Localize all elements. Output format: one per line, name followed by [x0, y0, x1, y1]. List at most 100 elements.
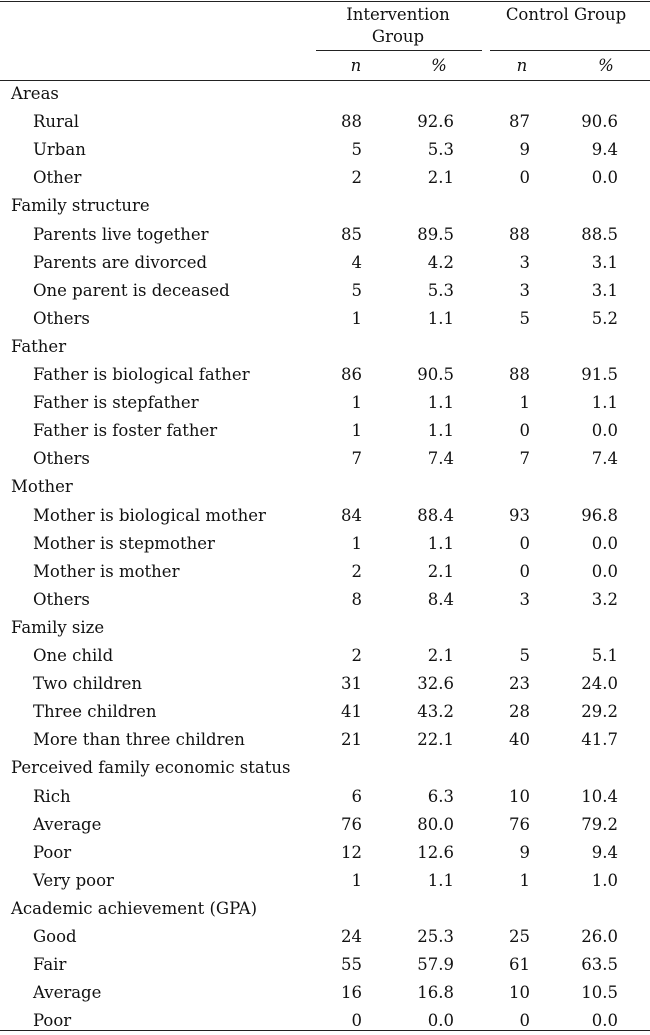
row-label: Urban: [33, 140, 86, 160]
control-pct-cell: 0.0: [591, 168, 618, 188]
table-row: Rural 88 92.6 87 90.6: [0, 108, 650, 136]
row-label: Mother is mother: [33, 561, 180, 581]
control-pct-cell: 9.4: [591, 140, 618, 160]
table-row: Good 24 25.3 25 26.0: [0, 923, 650, 951]
intervention-n-cell: 2: [351, 561, 363, 581]
control-n-cell: 1: [519, 870, 531, 890]
control-n-cell: 88: [509, 224, 530, 244]
row-label: Poor: [33, 1011, 72, 1031]
control-pct-cell: 88.5: [581, 224, 618, 244]
control-pct-cell: 41.7: [581, 730, 618, 750]
control-n-cell: 3: [519, 589, 531, 609]
control-pct-cell: 1.1: [591, 393, 618, 413]
row-label: One parent is deceased: [33, 280, 230, 300]
control-pct-cell: 7.4: [591, 449, 618, 469]
intervention-n-cell: 1: [351, 533, 363, 553]
intervention-pct-cell: 57.9: [417, 955, 454, 975]
intervention-pct-cell: 43.2: [417, 702, 454, 722]
control-n-cell: 0: [519, 561, 531, 581]
control-n-cell: 0: [519, 421, 531, 441]
intervention-n-cell: 88: [341, 112, 362, 132]
row-label: More than three children: [33, 730, 245, 750]
control-pct-cell: 5.2: [591, 308, 618, 328]
table-row: Mother is mother 2 2.1 0 0.0: [0, 558, 650, 586]
intervention-pct-cell: 88.4: [417, 505, 454, 525]
control-pct-cell: 10.4: [581, 786, 618, 806]
row-label: Three children: [33, 702, 157, 722]
table-row: Two children 31 32.6 23 24.0: [0, 670, 650, 698]
table-row: Three children 41 43.2 28 29.2: [0, 698, 650, 726]
control-group-header: Control Group: [505, 5, 627, 24]
table-row: Parents are divorced 4 4.2 3 3.1: [0, 249, 650, 277]
intervention-pct-cell: 1.1: [427, 393, 454, 413]
intervention-n-cell: 12: [341, 842, 362, 862]
control-n-cell: 0: [519, 168, 531, 188]
intervention-n-cell: 5: [351, 280, 363, 300]
intervention-n-cell: 76: [341, 814, 362, 834]
intervention-pct-cell: 90.5: [417, 365, 454, 384]
intervention-pct-cell: 5.3: [427, 140, 454, 160]
intervention-n-cell: 8: [351, 589, 363, 609]
category-row: Areas: [0, 80, 650, 108]
intervention-pct-cell: 80.0: [417, 814, 454, 834]
row-label: Fair: [33, 955, 67, 975]
table-row: Very poor 1 1.1 1 1.0: [0, 867, 650, 895]
table-row: Other 2 2.1 0 0.0: [0, 164, 650, 192]
category-label: Family structure: [11, 196, 150, 216]
intervention-n-cell: 31: [341, 674, 362, 694]
category-row: Family size: [0, 614, 650, 642]
table-row: Poor 0 0.0 0 0.0: [0, 1007, 650, 1035]
intervention-n-cell: 2: [351, 168, 363, 188]
intervention-pct-header: %: [431, 56, 447, 75]
category-row: Father: [0, 333, 650, 361]
control-n-cell: 61: [509, 955, 530, 975]
category-row: Academic achievement (GPA): [0, 895, 650, 923]
intervention-n-cell: 21: [341, 730, 362, 750]
control-n-cell: 25: [509, 927, 530, 946]
row-label: Poor: [33, 842, 72, 862]
intervention-n-cell: 1: [351, 308, 363, 328]
row-label: Other: [33, 168, 82, 188]
table-row: Father is biological father 86 90.5 88 91.5: [0, 361, 650, 389]
control-pct-header: %: [598, 56, 614, 75]
intervention-n-cell: 55: [341, 955, 362, 975]
row-label: One child: [33, 646, 114, 665]
intervention-n-cell: 24: [341, 927, 362, 946]
row-label: Average: [33, 814, 102, 834]
intervention-n-cell: 1: [351, 870, 363, 890]
intervention-pct-cell: 1.1: [427, 870, 454, 890]
control-n-cell: 76: [509, 814, 530, 834]
row-label: Father is stepfather: [33, 393, 199, 413]
control-pct-cell: 0.0: [591, 533, 618, 553]
category-label: Areas: [11, 84, 59, 103]
table-row: Urban 5 5.3 9 9.4: [0, 136, 650, 164]
bottom-rule: [0, 1030, 650, 1031]
intervention-n-cell: 1: [351, 393, 363, 413]
control-pct-cell: 29.2: [581, 702, 618, 722]
category-label: Perceived family economic status: [11, 758, 291, 778]
control-pct-cell: 96.8: [581, 505, 618, 525]
control-n-cell: 93: [509, 505, 530, 525]
control-pct-cell: 3.2: [591, 589, 618, 609]
intervention-pct-cell: 1.1: [427, 308, 454, 328]
control-n-cell: 5: [519, 308, 531, 328]
control-n-cell: 28: [509, 702, 530, 722]
control-n-cell: 40: [509, 730, 530, 750]
control-n-cell: 88: [509, 365, 530, 384]
top-rule: [0, 1, 650, 2]
table-row: One child 2 2.1 5 5.1: [0, 642, 650, 670]
row-label: Others: [33, 449, 90, 469]
table-row: Fair 55 57.9 61 63.5: [0, 951, 650, 979]
table-row: Others 7 7.4 7 7.4: [0, 445, 650, 473]
control-n-cell: 9: [519, 842, 531, 862]
row-label: Parents are divorced: [33, 252, 208, 272]
row-label: Parents live together: [33, 224, 209, 244]
control-n-cell: 5: [519, 646, 531, 665]
table-row: Others 1 1.1 5 5.2: [0, 305, 650, 333]
control-pct-cell: 26.0: [581, 927, 618, 946]
intervention-pct-cell: 0.0: [427, 1011, 454, 1031]
control-pct-cell: 3.1: [591, 252, 618, 272]
control-pct-cell: 90.6: [581, 112, 618, 132]
intervention-pct-cell: 4.2: [427, 252, 454, 272]
table-row: Average 16 16.8 10 10.5: [0, 979, 650, 1007]
